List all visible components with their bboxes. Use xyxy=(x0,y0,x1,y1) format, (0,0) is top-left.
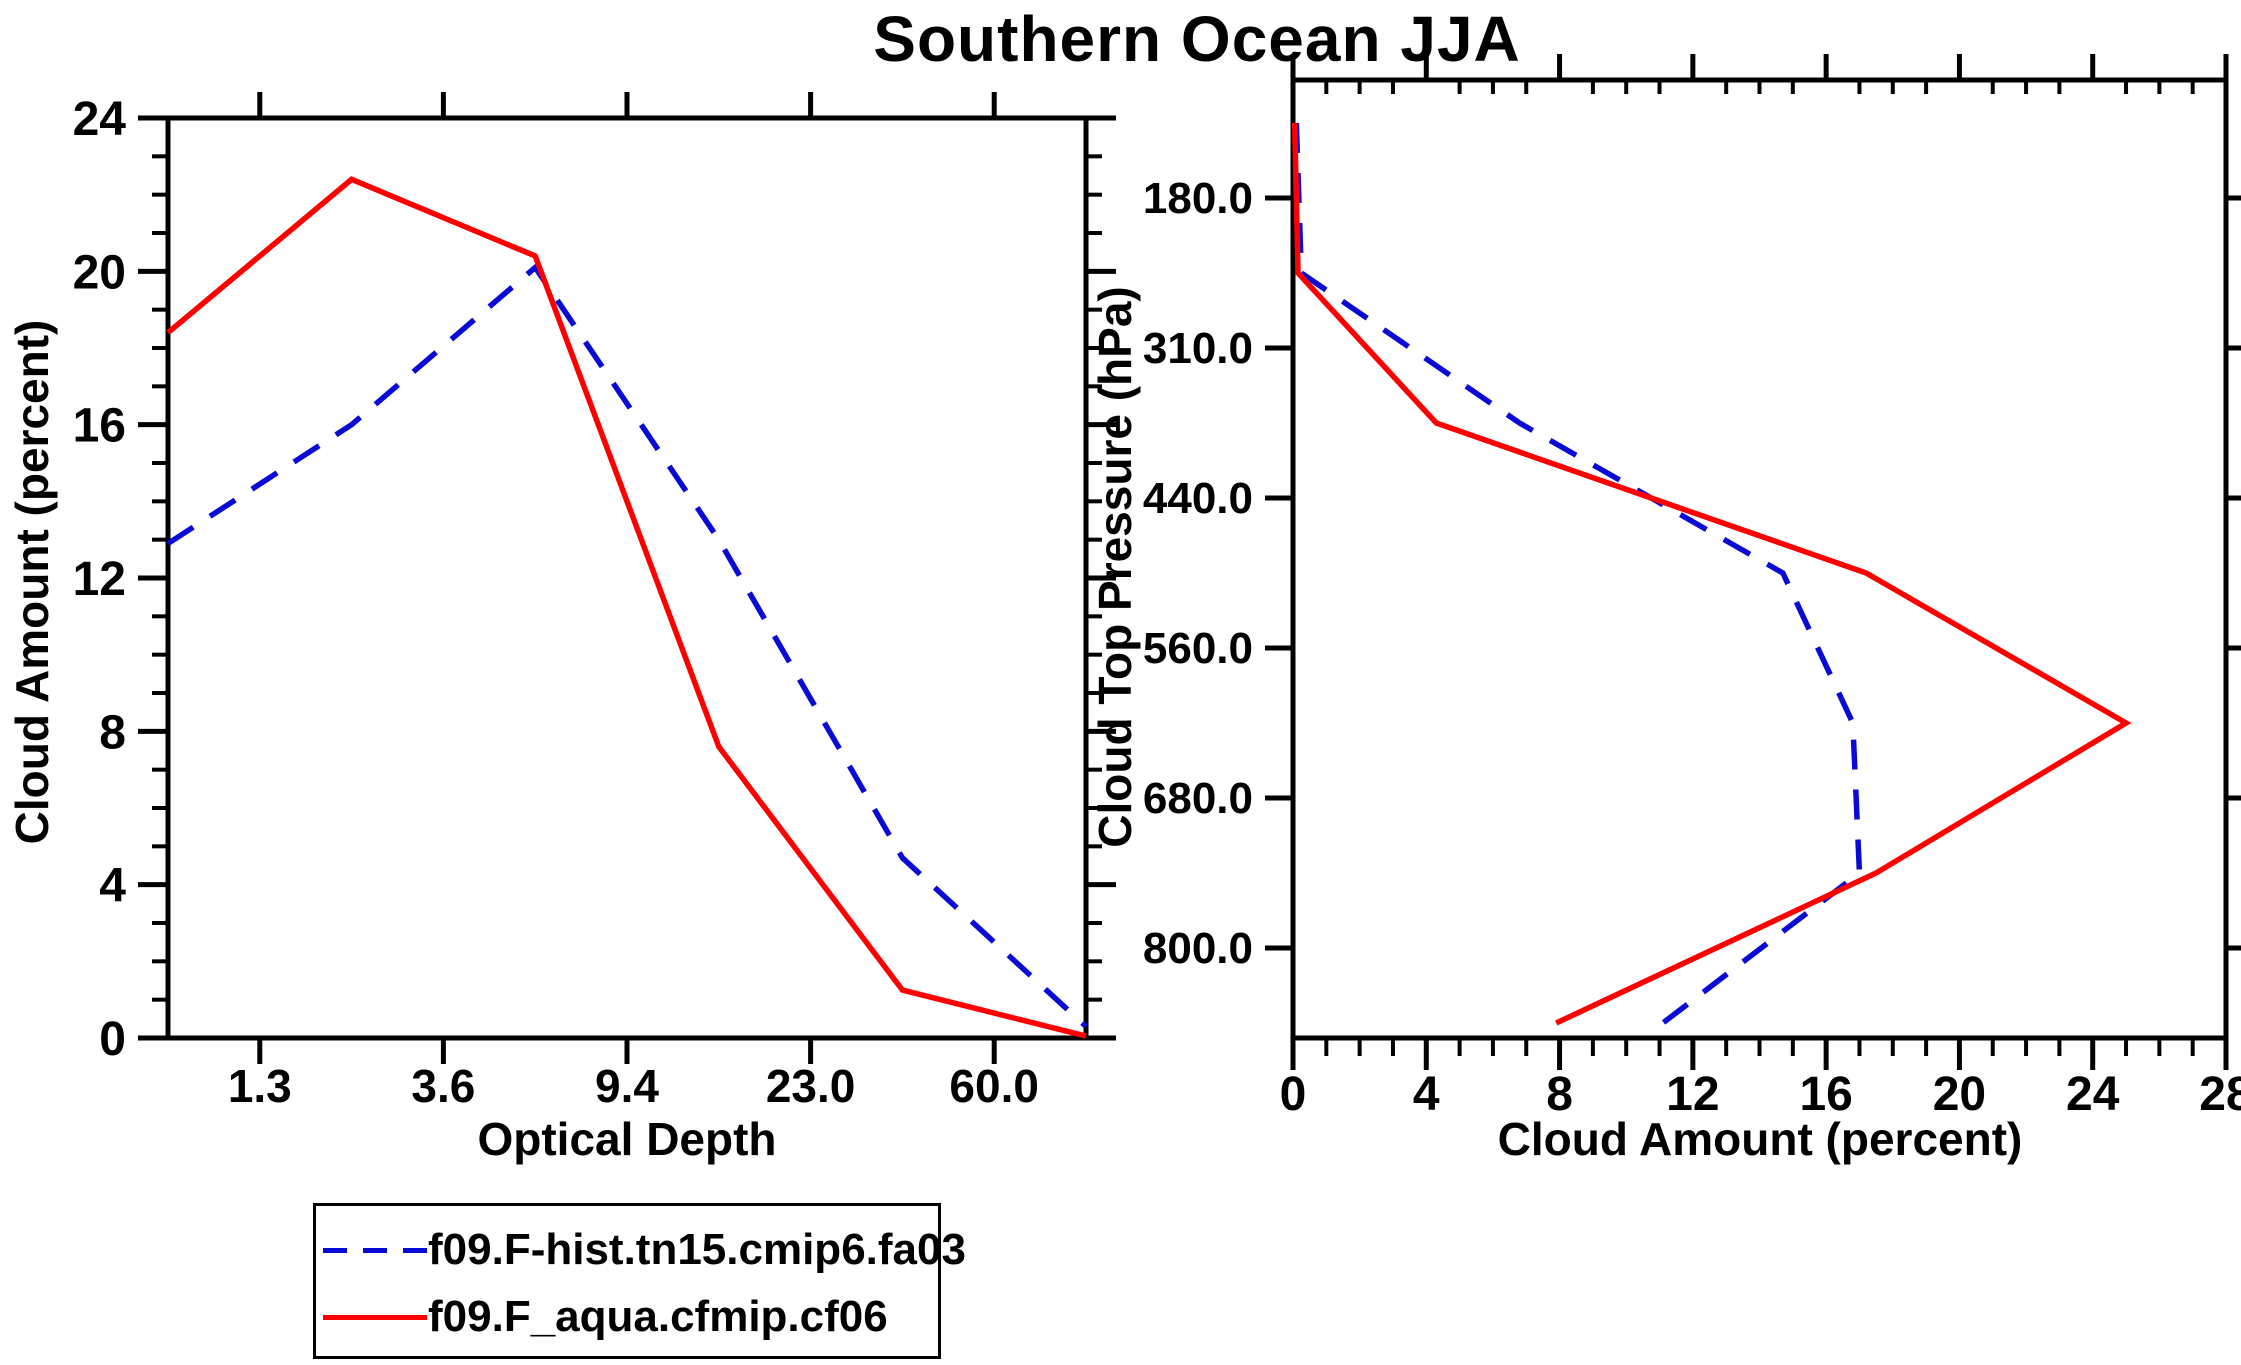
left-x-axis-label: Optical Depth xyxy=(477,1113,777,1165)
left-y-tick-label: 8 xyxy=(99,706,126,759)
left-x-tick-label: 9.4 xyxy=(595,1060,659,1112)
right-y-tick-label: 440.0 xyxy=(1143,474,1253,523)
right-x-axis-label: Cloud Amount (percent) xyxy=(1497,1113,2023,1165)
legend-box: f09.F-hist.tn15.cmip6.fa03 f09.F_aqua.cf… xyxy=(313,1203,966,1359)
left-x-tick-label: 60.0 xyxy=(949,1060,1039,1112)
legend-item-hist: f09.F-hist.tn15.cmip6.fa03 xyxy=(316,1224,966,1276)
right-y-tick-label: 180.0 xyxy=(1143,174,1253,223)
legend-label-aqua: f09.F_aqua.cfmip.cf06 xyxy=(428,1292,888,1341)
left-x-tick-label: 1.3 xyxy=(228,1060,292,1112)
right-y-axis-label: Cloud Top Pressure (hPa) xyxy=(1089,286,1141,848)
left-x-tick-label: 23.0 xyxy=(766,1060,856,1112)
left-y-tick-label: 4 xyxy=(99,860,126,913)
right-y-tick-label: 680.0 xyxy=(1143,774,1253,823)
right-y-tick-label: 800.0 xyxy=(1143,924,1253,973)
chart-title: Southern Ocean JJA xyxy=(873,3,1521,75)
left-x-tick-label: 3.6 xyxy=(411,1060,475,1112)
left-y-tick-label: 16 xyxy=(73,400,126,453)
legend-item-aqua: f09.F_aqua.cfmip.cf06 xyxy=(316,1291,938,1343)
right-x-tick-label: 4 xyxy=(1413,1068,1440,1121)
legend-label-hist: f09.F-hist.tn15.cmip6.fa03 xyxy=(428,1225,966,1274)
hist-series-line-left xyxy=(166,263,1088,1029)
solid-line-sample xyxy=(323,1315,427,1320)
right-x-tick-label: 16 xyxy=(1799,1068,1852,1121)
right-x-tick-label: 8 xyxy=(1546,1068,1573,1121)
right-x-tick-label: 28 xyxy=(2199,1068,2241,1121)
right-x-tick-label: 24 xyxy=(2066,1068,2120,1121)
aqua-series-line-left xyxy=(166,176,1087,1039)
dashed-line-sample xyxy=(323,1248,427,1253)
left-y-tick-label: 24 xyxy=(73,93,127,146)
aqua-series-line-right xyxy=(1291,122,2132,1026)
left-y-tick-label: 0 xyxy=(99,1013,126,1066)
right-y-tick-label: 560.0 xyxy=(1143,624,1253,673)
right-x-tick-label: 12 xyxy=(1666,1068,1719,1121)
right-y-tick-label: 310.0 xyxy=(1143,324,1253,373)
right-panel-frame xyxy=(1290,77,2229,1041)
left-y-tick-label: 12 xyxy=(73,553,126,606)
right-x-tick-label: 20 xyxy=(1933,1068,1986,1121)
left-y-axis-label: Cloud Amount (percent) xyxy=(6,319,58,845)
left-y-tick-label: 20 xyxy=(73,246,126,299)
hist-series-line-right xyxy=(1293,122,1863,1026)
right-x-tick-label: 0 xyxy=(1280,1068,1307,1121)
